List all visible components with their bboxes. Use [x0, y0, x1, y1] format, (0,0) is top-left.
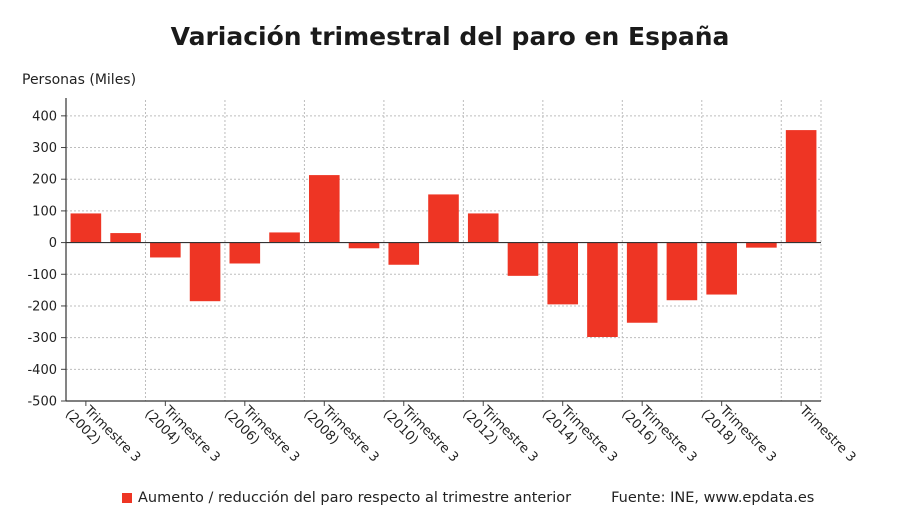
bar — [70, 213, 102, 243]
y-tick-label: -300 — [27, 331, 57, 346]
x-tick-label: Trimestre 3(2008) — [300, 395, 381, 476]
bar — [269, 232, 300, 243]
x-tick-label: Trimestre 3(2004) — [141, 395, 222, 476]
x-tick-label: Trimestre 3(2010) — [380, 395, 461, 476]
chart-title: Variación trimestral del paro en España — [170, 22, 730, 51]
y-tick-label: -500 — [27, 395, 57, 410]
x-tick-label: Trimestre 3(2014) — [539, 395, 620, 476]
y-tick-label: -400 — [27, 363, 57, 378]
bar — [547, 242, 579, 305]
bar — [110, 233, 141, 243]
bar — [388, 242, 420, 265]
bar — [348, 242, 380, 249]
source-note: Fuente: INE, www.epdata.es — [611, 490, 815, 506]
bar — [189, 242, 221, 302]
y-tick-label: -200 — [27, 299, 57, 314]
x-tick-label: Trimestre 3(2002) — [62, 395, 143, 476]
bar — [308, 175, 340, 243]
x-tick-label: Trimestre 3(2016) — [618, 395, 699, 476]
y-tick-label: 100 — [32, 204, 57, 219]
legend-swatch — [122, 493, 132, 503]
x-tick-label: Trimestre 3 — [796, 403, 859, 466]
bar — [706, 242, 737, 295]
bar — [746, 242, 777, 248]
x-tick-label: Trimestre 3(2006) — [221, 395, 302, 476]
bar — [150, 242, 181, 258]
y-tick-label: -100 — [27, 268, 57, 283]
x-tick-label: Trimestre 3(2012) — [459, 395, 540, 476]
y-tick-label: 0 — [49, 236, 57, 251]
bar — [785, 130, 817, 243]
y-tick-label: 400 — [32, 109, 57, 124]
y-axis-label: Personas (Miles) — [22, 72, 137, 88]
bar — [507, 242, 539, 276]
y-tick-label: 200 — [32, 173, 57, 188]
legend-label: Aumento / reducción del paro respecto al… — [138, 490, 572, 506]
bar — [626, 242, 658, 323]
bar — [467, 213, 499, 243]
bar-chart: 400 300 200 100 0 -100 -200 -300 -400 -500 Trimest… — [27, 98, 859, 476]
bar — [666, 242, 698, 301]
bar — [587, 242, 618, 337]
bar — [428, 194, 459, 243]
x-tick-label: Trimestre 3(2018) — [698, 395, 779, 476]
y-tick-label: 300 — [32, 141, 57, 156]
legend: Aumento / reducción del paro respecto al… — [122, 490, 814, 506]
bar — [229, 242, 261, 264]
